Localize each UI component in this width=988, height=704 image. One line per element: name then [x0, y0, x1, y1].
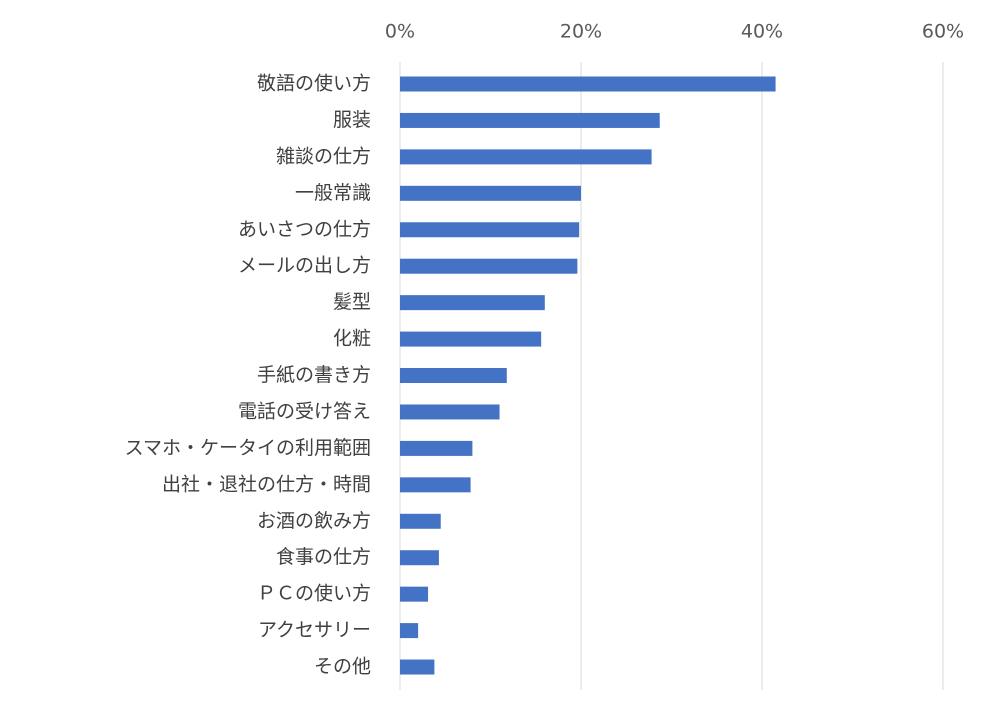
category-label: お酒の飲み方 — [257, 510, 371, 532]
category-label: ＰＣの使い方 — [257, 583, 371, 605]
bar — [400, 258, 578, 274]
bar — [400, 623, 419, 639]
bar — [400, 440, 473, 456]
bar — [400, 76, 776, 92]
bar — [400, 331, 542, 347]
bars — [400, 76, 776, 675]
bar — [400, 659, 435, 675]
category-label: スマホ・ケータイの利用範囲 — [125, 437, 371, 459]
bar — [400, 513, 441, 529]
bar — [400, 149, 652, 165]
bar — [400, 185, 581, 201]
x-tick-label: 40% — [741, 21, 783, 43]
category-label: 電話の受け答え — [238, 400, 371, 422]
bar — [400, 404, 500, 420]
category-label: 髪型 — [333, 291, 371, 313]
x-axis-tick-labels: 0% 20% 40% 60% — [385, 21, 964, 43]
x-tick-label: 60% — [922, 21, 964, 43]
bar — [400, 586, 429, 602]
bar — [400, 112, 660, 128]
bar — [400, 550, 439, 566]
category-label: 敬語の使い方 — [257, 73, 371, 95]
category-label: あいさつの仕方 — [238, 218, 371, 240]
bar — [400, 368, 507, 384]
x-tick-label: 20% — [560, 21, 602, 43]
category-label: 服装 — [333, 109, 371, 131]
category-label: 化粧 — [333, 328, 371, 350]
x-tick-label: 0% — [385, 21, 415, 43]
category-label: 出社・退社の仕方・時間 — [162, 473, 371, 495]
bar — [400, 477, 471, 493]
category-label: アクセサリー — [258, 619, 371, 641]
bar — [400, 222, 580, 238]
category-label: 一般常識 — [295, 182, 371, 204]
category-label: その他 — [314, 656, 371, 678]
category-label: 手紙の書き方 — [257, 364, 371, 386]
category-label: メールの出し方 — [238, 255, 371, 277]
category-labels: 敬語の使い方服装雑談の仕方一般常識あいさつの仕方メールの出し方髪型化粧手紙の書き… — [125, 73, 371, 678]
category-label: 雑談の仕方 — [276, 145, 371, 167]
bar — [400, 295, 545, 311]
category-label: 食事の仕方 — [276, 546, 371, 568]
